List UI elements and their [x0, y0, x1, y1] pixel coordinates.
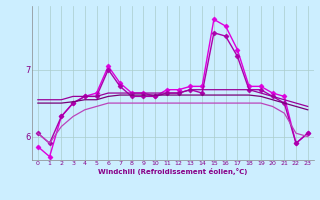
X-axis label: Windchill (Refroidissement éolien,°C): Windchill (Refroidissement éolien,°C) — [98, 168, 247, 175]
